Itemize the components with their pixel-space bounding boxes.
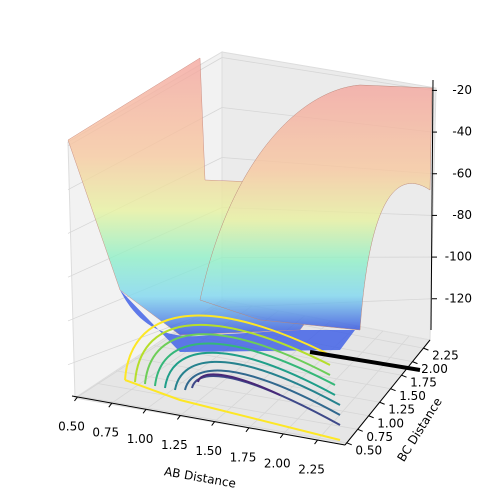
y-tick-label: 2.00 [421,362,448,376]
grid-line [153,345,391,390]
y-tick [412,361,418,365]
surface-right [199,84,433,331]
x-tick-label: 2.00 [264,456,291,470]
contour [309,350,421,372]
contour [124,379,341,441]
x-tick [211,421,216,426]
x-tick [108,402,113,408]
contour [154,342,336,387]
x-axis-line [71,395,346,446]
y-tick [357,428,363,432]
grid-line [221,57,433,91]
y-tick [401,374,407,378]
x-tick-label: 1.00 [127,432,154,446]
y-tick [423,347,429,351]
contour [124,314,331,381]
contour [174,360,341,406]
y-tick [379,401,385,405]
contour [164,351,336,396]
y-tick [346,442,352,446]
x-tick [245,427,250,433]
z-tick-label: -80 [452,208,472,222]
z-axis-line [430,79,434,331]
y-tick-label: 1.50 [399,389,426,403]
x-tick-label: 1.25 [161,438,188,452]
x-tick-label: 1.75 [230,450,257,464]
y-axis-line [344,339,431,446]
x-tick-label: 0.50 [58,419,85,433]
contour [134,323,331,383]
y-tick-label: 0.50 [355,443,382,457]
contour [184,369,341,416]
y-tick [368,415,374,419]
contours [124,314,421,441]
z-tick-label: -60 [452,166,472,180]
z-tick-label: -100 [445,250,472,264]
y-tick [390,388,396,392]
x-tick [314,439,318,445]
y-tick-label: 2.25 [432,349,459,363]
grid-line [282,330,384,435]
grid-line [317,335,410,441]
contour [144,333,331,385]
grid-line [96,382,358,430]
contour [191,375,341,426]
x-tick-label: 2.25 [298,463,325,477]
z-tick-label: -120 [445,291,472,305]
y-tick-label: 0.75 [366,430,393,444]
contour [197,373,281,396]
grid-line [77,395,347,444]
surface-valley [120,290,355,352]
z-tick-label: -20 [452,83,472,97]
y-tick-label: 1.75 [410,376,437,390]
x-axis-label: AB Distance [163,464,237,490]
x-tick-label: 0.75 [92,426,119,440]
x-tick [279,433,284,439]
y-tick-label: 1.25 [388,403,415,417]
axes: 0.50 0.75 1.00 1.25 1.50 1.75 2.00 2.250.500.75… [58,79,472,477]
x-tick-label: 1.50 [195,444,222,458]
surface [67,57,433,352]
x-tick [176,415,181,420]
x-tick [142,408,147,414]
y-tick-label: 1.00 [377,416,404,430]
x-tick [74,396,78,402]
z-tick-label: -40 [452,125,472,139]
